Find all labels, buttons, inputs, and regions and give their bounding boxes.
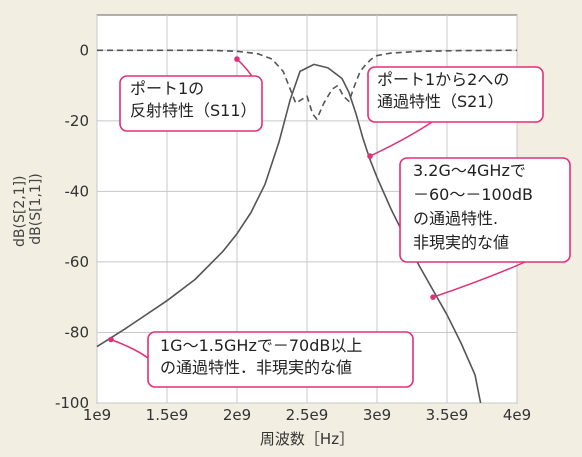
y-tick-label: -20 [65,112,90,130]
x-tick-label: 4e9 [503,406,531,424]
annotation-leader [369,119,436,157]
y-tick-label: 0 [79,41,89,59]
y-tick-label: -60 [65,253,90,271]
x-tick-label: 1.5e9 [146,406,189,424]
annotation-leader [432,261,526,298]
annotation-text: －60～－100dB [413,185,533,204]
x-tick-label: 2e9 [223,406,251,424]
annotation-text: の通過特性. [413,209,498,228]
annotation-leader [110,338,149,359]
series-line-s11 [97,49,518,120]
x-tick-label: 3e9 [363,406,391,424]
tick-labels: 1e9 1.5e9 2e9 2.5e9 3e9 3.5e9 4e9 0 -20 -40 -60 -80… [55,41,531,424]
series-layer [96,49,518,404]
annotation-pointer-dot [234,56,240,62]
annotation-text: 1G～1.5GHzで－70dB以上 [160,336,362,355]
y-axis-label: dB(S[2,1]) dB(S[1,1]) [12,171,44,247]
annotation-pointer-dot [108,336,114,343]
y-tick-label: -80 [65,323,90,341]
annotation-text: 非現実的な値 [413,233,509,252]
x-axis-label: 周波数［Hz］ [260,430,354,448]
x-tick-label: 1e9 [83,406,111,424]
annotation-pointer-dot [367,153,373,159]
annotation-box [119,75,263,132]
y-tick-label: -40 [65,182,90,200]
y-axis-label-line-2: dB(S[1,1]) [28,173,44,245]
annotation-text: の通過特性．非現実的な値 [160,358,352,377]
annotation-text: 反射特性（S11） [130,101,257,120]
annotation-text: ポート1から2への [377,70,509,89]
annotation-text: ポート1の [130,79,204,98]
series-line-s21 [96,63,482,404]
annotation-pointer-dot [430,294,436,300]
y-tick-label: -100 [55,394,89,412]
x-tick-label: 3.5e9 [426,406,469,424]
annotation-text: 3.2G～4GHzで [413,161,526,180]
y-axis-label-line-1: dB(S[2,1]) [12,175,28,247]
annotation-box [399,157,571,263]
annotation-text: 通過特性（S21） [377,92,504,111]
annotation-box [367,66,544,123]
annotation-box [147,331,414,388]
x-tick-label: 2.5e9 [286,406,329,424]
